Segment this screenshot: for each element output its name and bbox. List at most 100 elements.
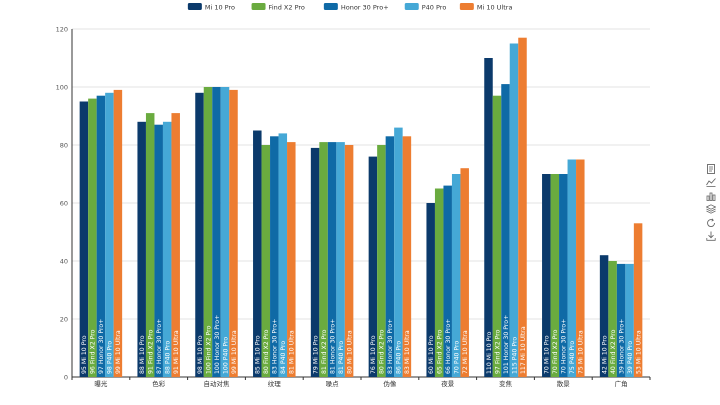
bar [162, 121, 172, 377]
legend-label: Mi 10 Ultra [477, 3, 513, 11]
bar-data-label: 96 Find X2 Pro [90, 329, 97, 374]
bar-data-label: 91 Find X2 Pro [148, 329, 155, 374]
bar-chart-icon[interactable] [704, 189, 718, 202]
bar-data-label: 100 Find X2 Pro [205, 325, 212, 374]
bar-data-label: 81 Mi 10 Ultra [289, 330, 296, 374]
bar-data-label: 100 Honor 30 Pro+ [214, 315, 221, 374]
bar-data-label: 40 Find X2 Pro [610, 329, 617, 374]
bar-data-label: 88 Mi 10 Pro [139, 335, 146, 374]
bar-data-label: 86 P40 Pro [396, 341, 403, 374]
bar [492, 95, 502, 377]
y-tick-label: 60 [60, 200, 68, 208]
x-tick-label: 广角 [615, 379, 628, 388]
bar-data-label: 75 P40 Pro [569, 341, 576, 374]
bar-data-label: 70 P40 Pro [454, 341, 461, 374]
bar-data-label: 97 Honor 30 Pro+ [98, 319, 105, 374]
x-tick-label: 色彩 [152, 379, 166, 388]
bar-data-label: 39 P40 Pro [627, 341, 634, 374]
bar-data-label: 42 Mi 10 Pro [601, 335, 608, 374]
bar-data-label: 84 P40 Pro [280, 341, 287, 374]
legend-swatch [404, 3, 419, 10]
bar [460, 168, 469, 377]
bar-data-label: 83 Honor 30 Pro+ [387, 319, 394, 374]
bar [137, 121, 146, 377]
legend-label: P40 Pro [422, 3, 447, 11]
bar-data-label: 66 Honor 30 Pro+ [445, 319, 452, 374]
bar [542, 174, 551, 377]
restore-icon[interactable] [704, 216, 718, 229]
y-tick-label: 80 [60, 142, 68, 150]
bar-data-label: 80 Find X2 Pro [379, 329, 386, 374]
y-tick-label: 40 [60, 258, 68, 266]
bar-data-label: 76 Mi 10 Pro [370, 335, 377, 374]
x-tick-label: 自动对焦 [204, 379, 231, 388]
legend-swatch [187, 3, 202, 10]
bar-data-label: 99 Mi 10 Ultra [231, 330, 238, 374]
bar [509, 43, 519, 377]
bar [195, 92, 204, 378]
bar [96, 95, 106, 377]
bar [377, 145, 386, 377]
bar-data-label: 70 Mi 10 Pro [544, 335, 551, 374]
bar [220, 87, 230, 377]
bar-data-label: 88 P40 Pro [165, 341, 172, 374]
bar [327, 142, 337, 377]
bar-data-label: 80 Mi 10 Ultra [346, 330, 353, 374]
bar [203, 87, 213, 377]
bar-data-label: 53 Mi 10 Ultra [635, 330, 642, 374]
bar-data-label: 83 Mi 10 Ultra [404, 330, 411, 374]
bar-data-label: 87 Honor 30 Pro+ [156, 319, 163, 374]
bar [344, 145, 354, 377]
bar-data-label: 101 Honor 30 Pro+ [503, 315, 510, 374]
bar [608, 261, 617, 377]
bar [229, 89, 238, 378]
bar [79, 101, 89, 377]
bar [319, 142, 328, 377]
download-icon[interactable] [704, 230, 718, 243]
bar [270, 136, 279, 377]
data-view-icon[interactable] [704, 162, 718, 175]
bar [518, 37, 527, 377]
bar-data-label: 98 Mi 10 Pro [197, 335, 204, 374]
y-tick-label: 120 [56, 26, 68, 34]
x-tick-label: 曝光 [94, 379, 108, 388]
bar [625, 263, 634, 377]
bar [599, 255, 609, 377]
stack-icon[interactable] [704, 203, 718, 216]
bar [559, 174, 568, 377]
bar [212, 87, 221, 377]
bar [171, 113, 180, 377]
bar-data-label: 75 Mi 10 Ultra [578, 330, 585, 374]
bar-data-label: 39 Honor 30 Pro+ [618, 319, 625, 374]
bar-data-label: 80 Find X2 Pro [263, 329, 270, 374]
legend-label: Mi 10 Pro [205, 3, 235, 11]
bar-data-label: 85 Mi 10 Pro [255, 335, 262, 374]
bar [550, 174, 560, 377]
x-tick-label: 夜景 [441, 379, 455, 388]
x-tick-label: 噪点 [326, 380, 340, 388]
bar [434, 188, 444, 377]
bar [145, 113, 155, 377]
bar-data-label: 99 Mi 10 Ultra [115, 330, 122, 374]
x-tick-label: 散景 [557, 379, 571, 388]
line-chart-icon[interactable] [704, 176, 718, 189]
bar [567, 159, 577, 377]
bar [385, 136, 395, 377]
bar [402, 136, 412, 377]
legend-label: Find X2 Pro [269, 3, 305, 11]
y-tick-label: 20 [60, 316, 68, 324]
bar [336, 142, 345, 377]
bar-data-label: 83 Honor 30 Pro+ [272, 319, 279, 374]
bar-data-label: 110 Mi 10 Pro [486, 331, 493, 374]
bar [287, 142, 296, 377]
bar-data-label: 115 P40 Pro [511, 337, 518, 374]
bar [278, 133, 288, 377]
bar-data-label: 70 Find X2 Pro [552, 329, 559, 374]
bar [451, 174, 461, 377]
bar [253, 130, 262, 377]
bar [261, 145, 271, 377]
bar [426, 203, 435, 377]
bar-data-label: 98 P40 Pro [107, 341, 114, 374]
bar [394, 127, 403, 377]
